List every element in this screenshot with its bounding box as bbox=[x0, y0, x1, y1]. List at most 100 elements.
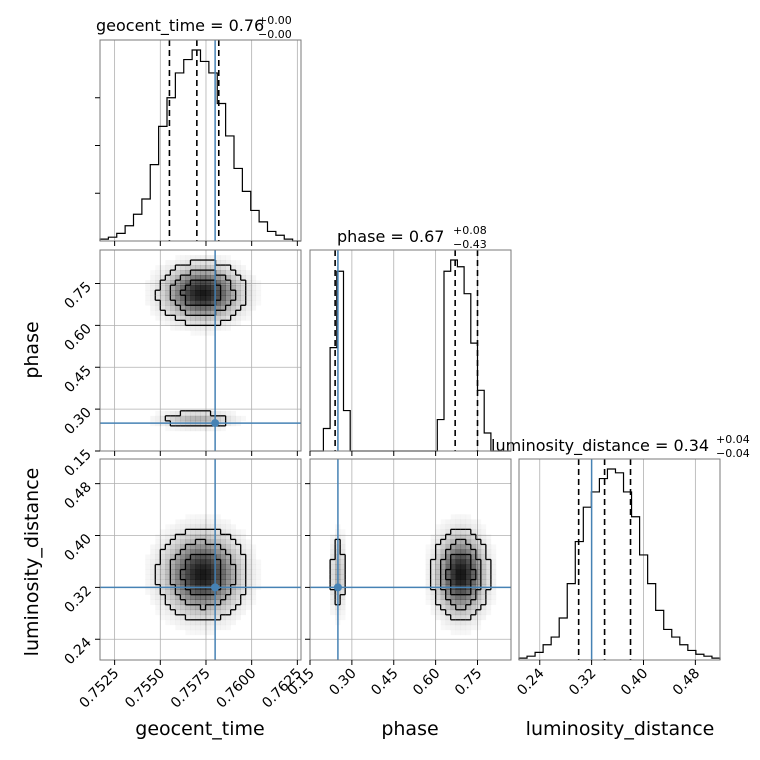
density-cell bbox=[165, 426, 170, 431]
density-cell bbox=[475, 554, 482, 560]
density-cell bbox=[195, 579, 201, 585]
density-cell bbox=[475, 574, 482, 580]
density-cell bbox=[425, 589, 431, 595]
density-cell bbox=[210, 559, 216, 565]
density-cell bbox=[155, 539, 161, 545]
density-cell bbox=[250, 280, 257, 286]
density-cell bbox=[195, 564, 201, 570]
density-cell bbox=[185, 524, 191, 530]
density-cell bbox=[210, 569, 216, 575]
density-cell bbox=[160, 265, 166, 271]
density-cell bbox=[450, 594, 457, 600]
density-cell bbox=[180, 544, 186, 550]
density-cell bbox=[240, 310, 247, 316]
density-cell bbox=[460, 534, 467, 540]
density-cell bbox=[435, 614, 441, 621]
density-cell bbox=[470, 589, 477, 595]
density-cell bbox=[190, 559, 196, 565]
density-cell bbox=[215, 315, 221, 321]
density-cell bbox=[491, 544, 496, 549]
hist-panel-phase bbox=[309, 249, 512, 456]
density-cell bbox=[476, 519, 481, 524]
density-cell bbox=[210, 564, 216, 570]
density-cell bbox=[225, 594, 231, 600]
density-cell bbox=[445, 579, 451, 585]
density-cell bbox=[460, 544, 467, 550]
density-cell bbox=[245, 589, 252, 595]
density-cell bbox=[490, 564, 497, 570]
density-cell bbox=[170, 539, 176, 545]
title-sub: −0.04 bbox=[716, 447, 750, 460]
density-cell bbox=[190, 609, 196, 616]
density-cell bbox=[190, 599, 196, 606]
density-cell bbox=[251, 544, 256, 549]
density-cell bbox=[470, 609, 477, 616]
density-cell bbox=[220, 534, 226, 540]
density-cell bbox=[150, 295, 156, 301]
density-cell bbox=[165, 285, 171, 291]
density-cell bbox=[160, 615, 165, 620]
density-cell bbox=[425, 564, 431, 570]
density-cell bbox=[190, 280, 196, 286]
density-cell bbox=[470, 544, 477, 550]
density-cell bbox=[175, 549, 181, 555]
density-cell bbox=[455, 614, 462, 621]
density-cell bbox=[460, 554, 467, 560]
density-cell bbox=[225, 305, 231, 311]
density-cell bbox=[175, 574, 181, 580]
density-cell bbox=[205, 315, 211, 321]
density-cell bbox=[250, 300, 257, 306]
density-cell bbox=[256, 285, 261, 290]
density-cell bbox=[215, 325, 221, 331]
density-cell bbox=[245, 559, 252, 565]
density-cell bbox=[245, 549, 252, 555]
density-cell bbox=[210, 410, 216, 417]
density-cell bbox=[220, 569, 226, 575]
density-cell bbox=[475, 589, 482, 595]
density-cell bbox=[170, 619, 176, 626]
density-cell bbox=[170, 426, 175, 431]
density-cell bbox=[220, 260, 226, 266]
density-cell bbox=[195, 285, 201, 291]
density-cell bbox=[205, 280, 211, 286]
truth-point bbox=[211, 419, 220, 428]
density-cell bbox=[230, 539, 236, 545]
density-cell bbox=[225, 539, 231, 545]
density-cell bbox=[200, 559, 206, 565]
density-cell bbox=[205, 415, 211, 422]
density-cell bbox=[170, 310, 176, 316]
density-cell bbox=[225, 604, 231, 611]
density-cell bbox=[340, 589, 346, 595]
density-cell bbox=[185, 564, 191, 570]
density-cell bbox=[190, 415, 196, 422]
density-cell bbox=[195, 539, 201, 545]
density-cell bbox=[230, 544, 236, 550]
density-cell bbox=[330, 589, 336, 595]
density-cell bbox=[235, 285, 241, 291]
density-cell bbox=[185, 519, 191, 525]
density-cell bbox=[160, 275, 166, 281]
density-cell bbox=[250, 290, 257, 296]
density-cell bbox=[430, 589, 436, 595]
density-cell bbox=[480, 614, 487, 621]
density-cell bbox=[185, 325, 191, 331]
density-cell bbox=[215, 539, 221, 545]
density-cell bbox=[190, 425, 196, 432]
density-cell bbox=[465, 579, 472, 585]
density-cell bbox=[201, 330, 206, 335]
density-cell bbox=[430, 564, 436, 570]
density-cell bbox=[220, 529, 226, 535]
density-cell bbox=[185, 280, 191, 286]
density-cell bbox=[440, 589, 446, 595]
density-cell bbox=[430, 554, 436, 560]
density-cell bbox=[450, 574, 457, 580]
density-cell bbox=[215, 275, 221, 281]
density-cell bbox=[485, 594, 492, 600]
density-cell bbox=[165, 270, 171, 276]
density-cell bbox=[180, 280, 186, 286]
density-cell bbox=[205, 529, 211, 535]
density-cell bbox=[460, 574, 467, 580]
density-cell bbox=[425, 559, 431, 565]
density-cell bbox=[440, 574, 446, 580]
density-cell bbox=[160, 290, 166, 296]
